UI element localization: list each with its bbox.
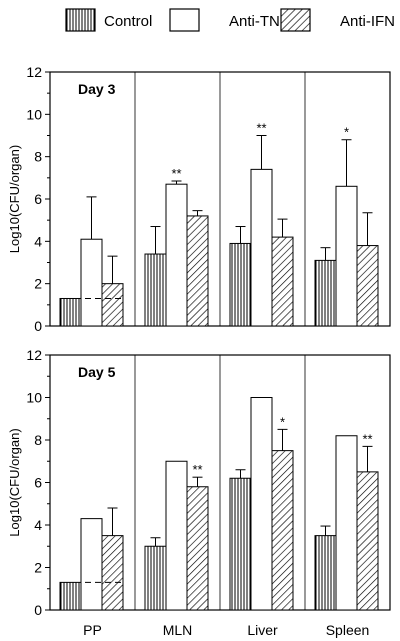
y-axis-label: Log10(CFU/organ) (7, 428, 22, 536)
y-tick-label: 8 (34, 149, 42, 165)
y-tick-label: 6 (34, 191, 42, 207)
bar (356, 245, 379, 327)
legend-swatch (280, 8, 311, 32)
bar (271, 450, 294, 611)
bar (59, 581, 82, 611)
y-tick-label: 12 (26, 64, 42, 80)
bar (229, 477, 252, 611)
bar (335, 435, 358, 611)
x-category-label: MLN (163, 622, 193, 638)
y-tick-label: 8 (34, 432, 42, 448)
y-tick-label: 6 (34, 475, 42, 491)
bar (314, 259, 337, 327)
bar (335, 185, 358, 327)
bar (80, 518, 103, 611)
y-tick-label: 0 (34, 318, 42, 334)
panel-title: Day 5 (78, 364, 116, 380)
bar (250, 397, 273, 611)
y-tick-label: 10 (26, 390, 42, 406)
bar (356, 471, 379, 611)
bar (314, 535, 337, 611)
bar (144, 253, 167, 327)
x-category-label: PP (83, 622, 102, 638)
bar (186, 486, 209, 611)
significance-mark: ** (192, 462, 202, 477)
y-tick-label: 2 (34, 276, 42, 292)
bar (80, 238, 103, 327)
legend: Control Anti-TNF Anti-IFN (65, 8, 395, 32)
bar (59, 297, 82, 327)
bar (144, 545, 167, 611)
legend-swatch (65, 8, 96, 32)
y-tick-label: 4 (34, 233, 42, 249)
bar (271, 236, 294, 327)
significance-mark: ** (256, 121, 266, 136)
legend-label: Anti-TNF (229, 13, 289, 30)
y-tick-label: 10 (26, 106, 42, 122)
significance-mark: * (280, 414, 285, 429)
y-tick-label: 0 (34, 602, 42, 618)
significance-mark: ** (362, 431, 372, 446)
x-axis-category-labels: PP MLN Liver Spleen (83, 622, 369, 638)
bar (250, 168, 273, 327)
bar (229, 242, 252, 327)
bar (186, 215, 209, 327)
legend-swatch (169, 8, 200, 32)
y-tick-label: 12 (26, 347, 42, 363)
legend-label: Anti-IFN (340, 13, 395, 30)
significance-mark: * (344, 125, 349, 140)
x-category-label: Spleen (326, 622, 370, 638)
bar (101, 535, 124, 611)
panel-title: Day 3 (78, 81, 116, 97)
bar (165, 183, 188, 327)
significance-mark: ** (171, 166, 181, 181)
bar (101, 283, 124, 327)
y-axis-label: Log10(CFU/organ) (7, 145, 22, 253)
x-category-label: Liver (247, 622, 278, 638)
y-tick-label: 4 (34, 517, 42, 533)
bar (165, 460, 188, 611)
y-tick-label: 2 (34, 560, 42, 576)
legend-label: Control (104, 13, 152, 30)
